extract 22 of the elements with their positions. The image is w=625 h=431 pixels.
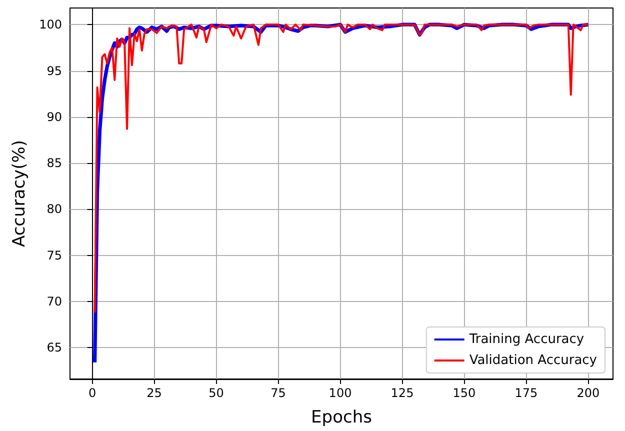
y-tick-label: 100 [39,18,62,32]
x-axis-title: Epochs [311,408,372,428]
x-tick-label: 25 [146,386,162,400]
y-axis-title: Accuracy(%) [10,140,30,248]
legend-label: Validation Accuracy [469,353,598,368]
y-tick-label: 80 [46,202,62,216]
x-tick-label: 50 [208,386,224,400]
y-tick-label: 75 [46,248,62,262]
y-tick-label: 85 [46,156,62,170]
x-tick-label: 125 [390,386,414,400]
x-tick-label: 175 [514,386,538,400]
x-tick-label: 200 [576,386,600,400]
legend-label: Training Accuracy [468,332,584,347]
x-tick-label: 100 [328,386,352,400]
y-tick-label: 65 [46,340,62,355]
y-tick-label: 70 [46,294,62,308]
line-series [94,24,590,314]
x-tick-label: 150 [452,386,476,400]
y-tick-label: 95 [46,64,62,78]
y-tick-label: 90 [46,110,62,124]
x-tick-label: 0 [88,386,96,400]
x-tick-label: 75 [270,386,286,400]
